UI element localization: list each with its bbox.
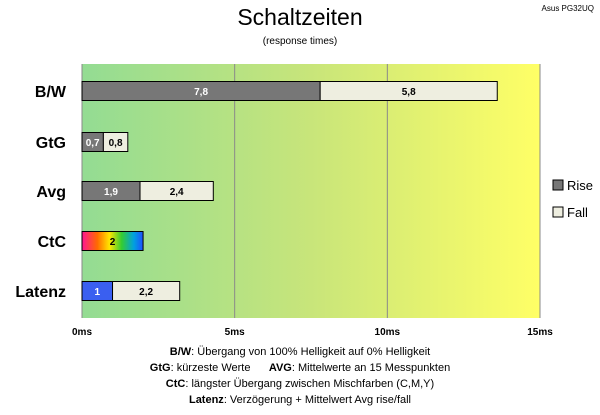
bar-fall: [102, 132, 129, 152]
legend-swatch-fall: [552, 206, 564, 218]
data-label: 0,8: [109, 138, 123, 149]
category-label: Avg: [36, 184, 66, 201]
x-tick-label-5: 5ms: [225, 327, 245, 338]
legend-label-rise: Rise: [567, 178, 593, 193]
note-latenz: Latenz: Verzögerung + Mittelwert Avg ris…: [188, 394, 412, 406]
data-label: 2: [110, 237, 116, 248]
data-label: 0,7: [86, 138, 100, 149]
monitor-model-label: Asus PG32UQ: [541, 4, 594, 13]
note-ctc: CtC: längster Übergang zwischen Mischfar…: [165, 378, 435, 390]
legend-swatch-rise: [552, 179, 564, 191]
x-tick-label-10: 10ms: [375, 327, 401, 338]
data-label: 7,8: [194, 87, 208, 98]
data-label: 1,9: [104, 187, 118, 198]
category-label: GtG: [36, 135, 66, 152]
data-label: 1: [94, 287, 100, 298]
category-label: Latenz: [15, 284, 66, 301]
bar-rise: [81, 231, 144, 251]
bar-fall: [139, 181, 214, 201]
chart-title: Schaltzeiten: [237, 4, 363, 30]
legend-label-fall: Fall: [567, 205, 588, 220]
response-time-chart: 7,8 5,8 0,7 0,8 1,9 2,4 2 1 2,2 B/W GtG Avg CtC Late…: [15, 64, 593, 338]
note-gtg-avg: GtG: kürzeste Werte AVG: Mittelwerte an …: [149, 362, 451, 374]
bar-fall: [112, 281, 181, 301]
x-tick-label-0: 0ms: [72, 327, 92, 338]
data-label: 2,2: [139, 287, 153, 298]
category-label: CtC: [38, 234, 67, 251]
data-label: 2,4: [170, 187, 184, 198]
note-bw: B/W: Übergang von 100% Helligkeit auf 0%…: [169, 346, 431, 358]
x-tick-label-15: 15ms: [527, 327, 553, 338]
chart-notes: B/W: Übergang von 100% Helligkeit auf 0%…: [0, 344, 600, 408]
data-label: 5,8: [402, 87, 416, 98]
bar-fall: [319, 81, 498, 101]
chart-subtitle: (response times): [262, 36, 338, 47]
category-label: B/W: [35, 84, 67, 101]
